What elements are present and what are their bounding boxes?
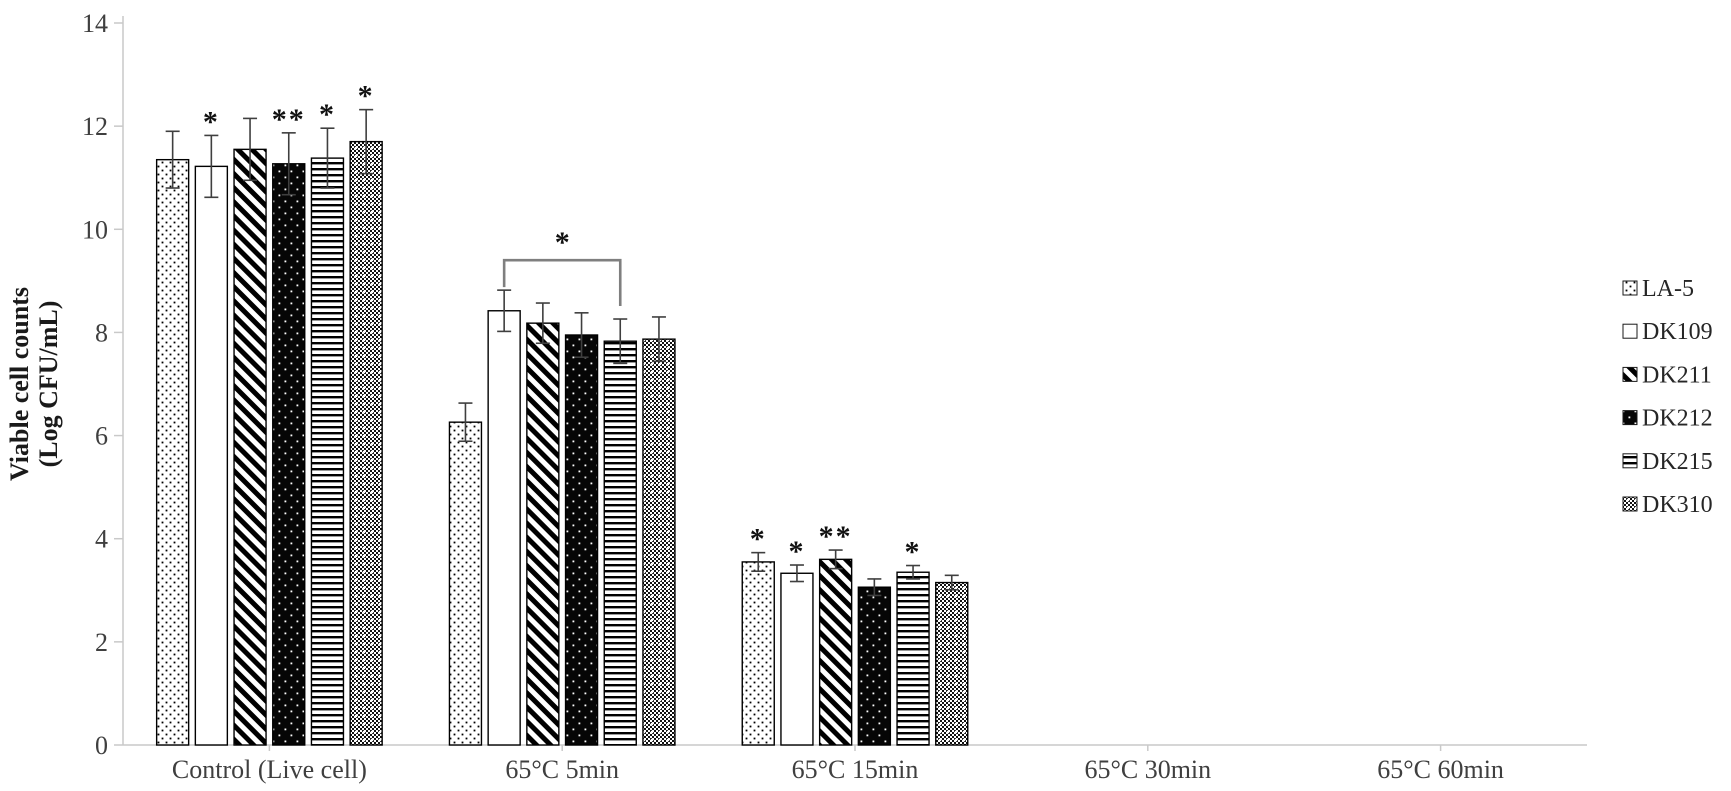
error-bar-DK109-cat1 (497, 289, 512, 333)
legend-swatch-LA-5 (1622, 280, 1638, 296)
significance-star-DK215-cat2: * (905, 536, 922, 569)
y-tick-label: 12 (82, 112, 108, 141)
error-bar-DK211-cat0 (243, 117, 258, 182)
error-bar-DK310-cat1 (651, 316, 666, 363)
y-tick-label: 4 (95, 525, 108, 554)
significance-star-LA-5-cat2: * (750, 523, 767, 556)
bar-DK215-cat1 (603, 340, 637, 746)
legend-swatch-DK211 (1622, 366, 1638, 382)
error-bar-DK310-cat0 (359, 108, 374, 175)
error-bar-DK211-cat2 (828, 549, 843, 570)
legend-label-DK109: DK109 (1642, 319, 1713, 345)
y-tick-label: 0 (95, 731, 108, 760)
error-bar-DK212-cat0 (281, 132, 296, 196)
legend-item-DK215: DK215 (1622, 449, 1713, 475)
bar-LA-5-cat2 (741, 561, 775, 746)
significance-star-DK212-cat0: ** (272, 103, 306, 136)
significance-bracket-star: * (555, 226, 570, 259)
axes: 0 2 4 6 8 10 12 14 Control (Live cell) 65°C 5min 6… (82, 9, 1587, 784)
category-label: Control (Live cell) (172, 755, 367, 784)
legend-swatch-DK212 (1622, 410, 1638, 426)
bar-LA-5-cat0 (155, 158, 190, 746)
bar-DK211-cat0 (233, 148, 267, 746)
bar-DK109-cat2 (780, 572, 814, 746)
significance-star-DK109-cat0: * (203, 105, 220, 138)
bar-DK211-cat1 (526, 322, 560, 746)
legend-label-DK215: DK215 (1642, 449, 1713, 475)
category-label: 65°C 30min (1084, 755, 1211, 784)
significance-star-DK211-cat2: ** (819, 520, 853, 553)
y-axis-title: Viable cell counts(Log CFU/mL) (5, 287, 63, 481)
significance-bracket (502, 258, 622, 307)
y-tick-label: 10 (82, 215, 108, 244)
y-tick-label: 6 (95, 422, 108, 451)
legend-item-DK211: DK211 (1622, 362, 1712, 388)
legend-label-LA-5: LA-5 (1642, 276, 1694, 302)
category-label: 65°C 60min (1377, 755, 1504, 784)
significance-star-DK109-cat2: * (788, 535, 805, 568)
category-label: 65°C 15min (792, 755, 919, 784)
error-bar-DK310-cat2 (944, 574, 959, 591)
legend-swatch-DK215 (1622, 453, 1638, 469)
bar-DK212-cat0 (272, 163, 306, 746)
bar-LA-5-cat1 (448, 421, 483, 746)
significance-star-DK215-cat0: * (319, 98, 336, 131)
error-bar-DK109-cat0 (204, 134, 219, 199)
error-bar-DK215-cat0 (320, 127, 335, 189)
bar-DK212-cat1 (564, 334, 599, 746)
y-tick-label: 2 (95, 628, 108, 657)
error-bar-DK212-cat1 (574, 312, 589, 358)
bar-DK215-cat2 (896, 571, 930, 746)
plot-area (155, 108, 969, 746)
bar-DK310-cat0 (349, 140, 383, 746)
error-bar-DK215-cat1 (613, 318, 628, 365)
error-bar-DK109-cat2 (789, 564, 804, 583)
bar-DK109-cat1 (487, 310, 521, 746)
error-bar-DK212-cat2 (867, 578, 882, 597)
error-bar-DK211-cat1 (535, 302, 550, 345)
legend-item-DK109: DK109 (1622, 319, 1713, 345)
significance-marks: * ** *** * ** ** (203, 80, 922, 569)
legend-item-DK310: DK310 (1622, 492, 1713, 518)
bar-DK310-cat1 (642, 338, 676, 746)
legend-swatch-DK109 (1622, 323, 1638, 339)
y-tick-label: 14 (82, 9, 108, 38)
legend-label-DK310: DK310 (1642, 492, 1713, 518)
legend-label-DK211: DK211 (1642, 362, 1712, 388)
error-bar-LA-5-cat1 (458, 402, 473, 443)
category-label: 65°C 5min (505, 755, 619, 784)
error-bar-DK215-cat2 (906, 564, 921, 580)
legend-swatch-DK310 (1622, 496, 1638, 512)
legend-item-DK212: DK212 (1622, 406, 1713, 432)
y-tick-label: 8 (95, 318, 108, 347)
legend-label-DK212: DK212 (1642, 406, 1713, 432)
legend: LA-5 DK109 DK211 DK212 DK215 DK310 (1622, 276, 1713, 518)
bar-DK215-cat0 (310, 157, 345, 746)
significance-star-DK310-cat0: * (358, 80, 375, 113)
error-bar-LA-5-cat2 (751, 551, 766, 573)
bar-DK211-cat2 (818, 558, 853, 746)
bar-DK109-cat0 (194, 165, 229, 746)
error-bar-LA-5-cat0 (165, 130, 180, 189)
bar-DK212-cat2 (857, 586, 892, 746)
bar-DK310-cat2 (935, 581, 969, 746)
legend-item-LA-5: LA-5 (1622, 276, 1694, 302)
